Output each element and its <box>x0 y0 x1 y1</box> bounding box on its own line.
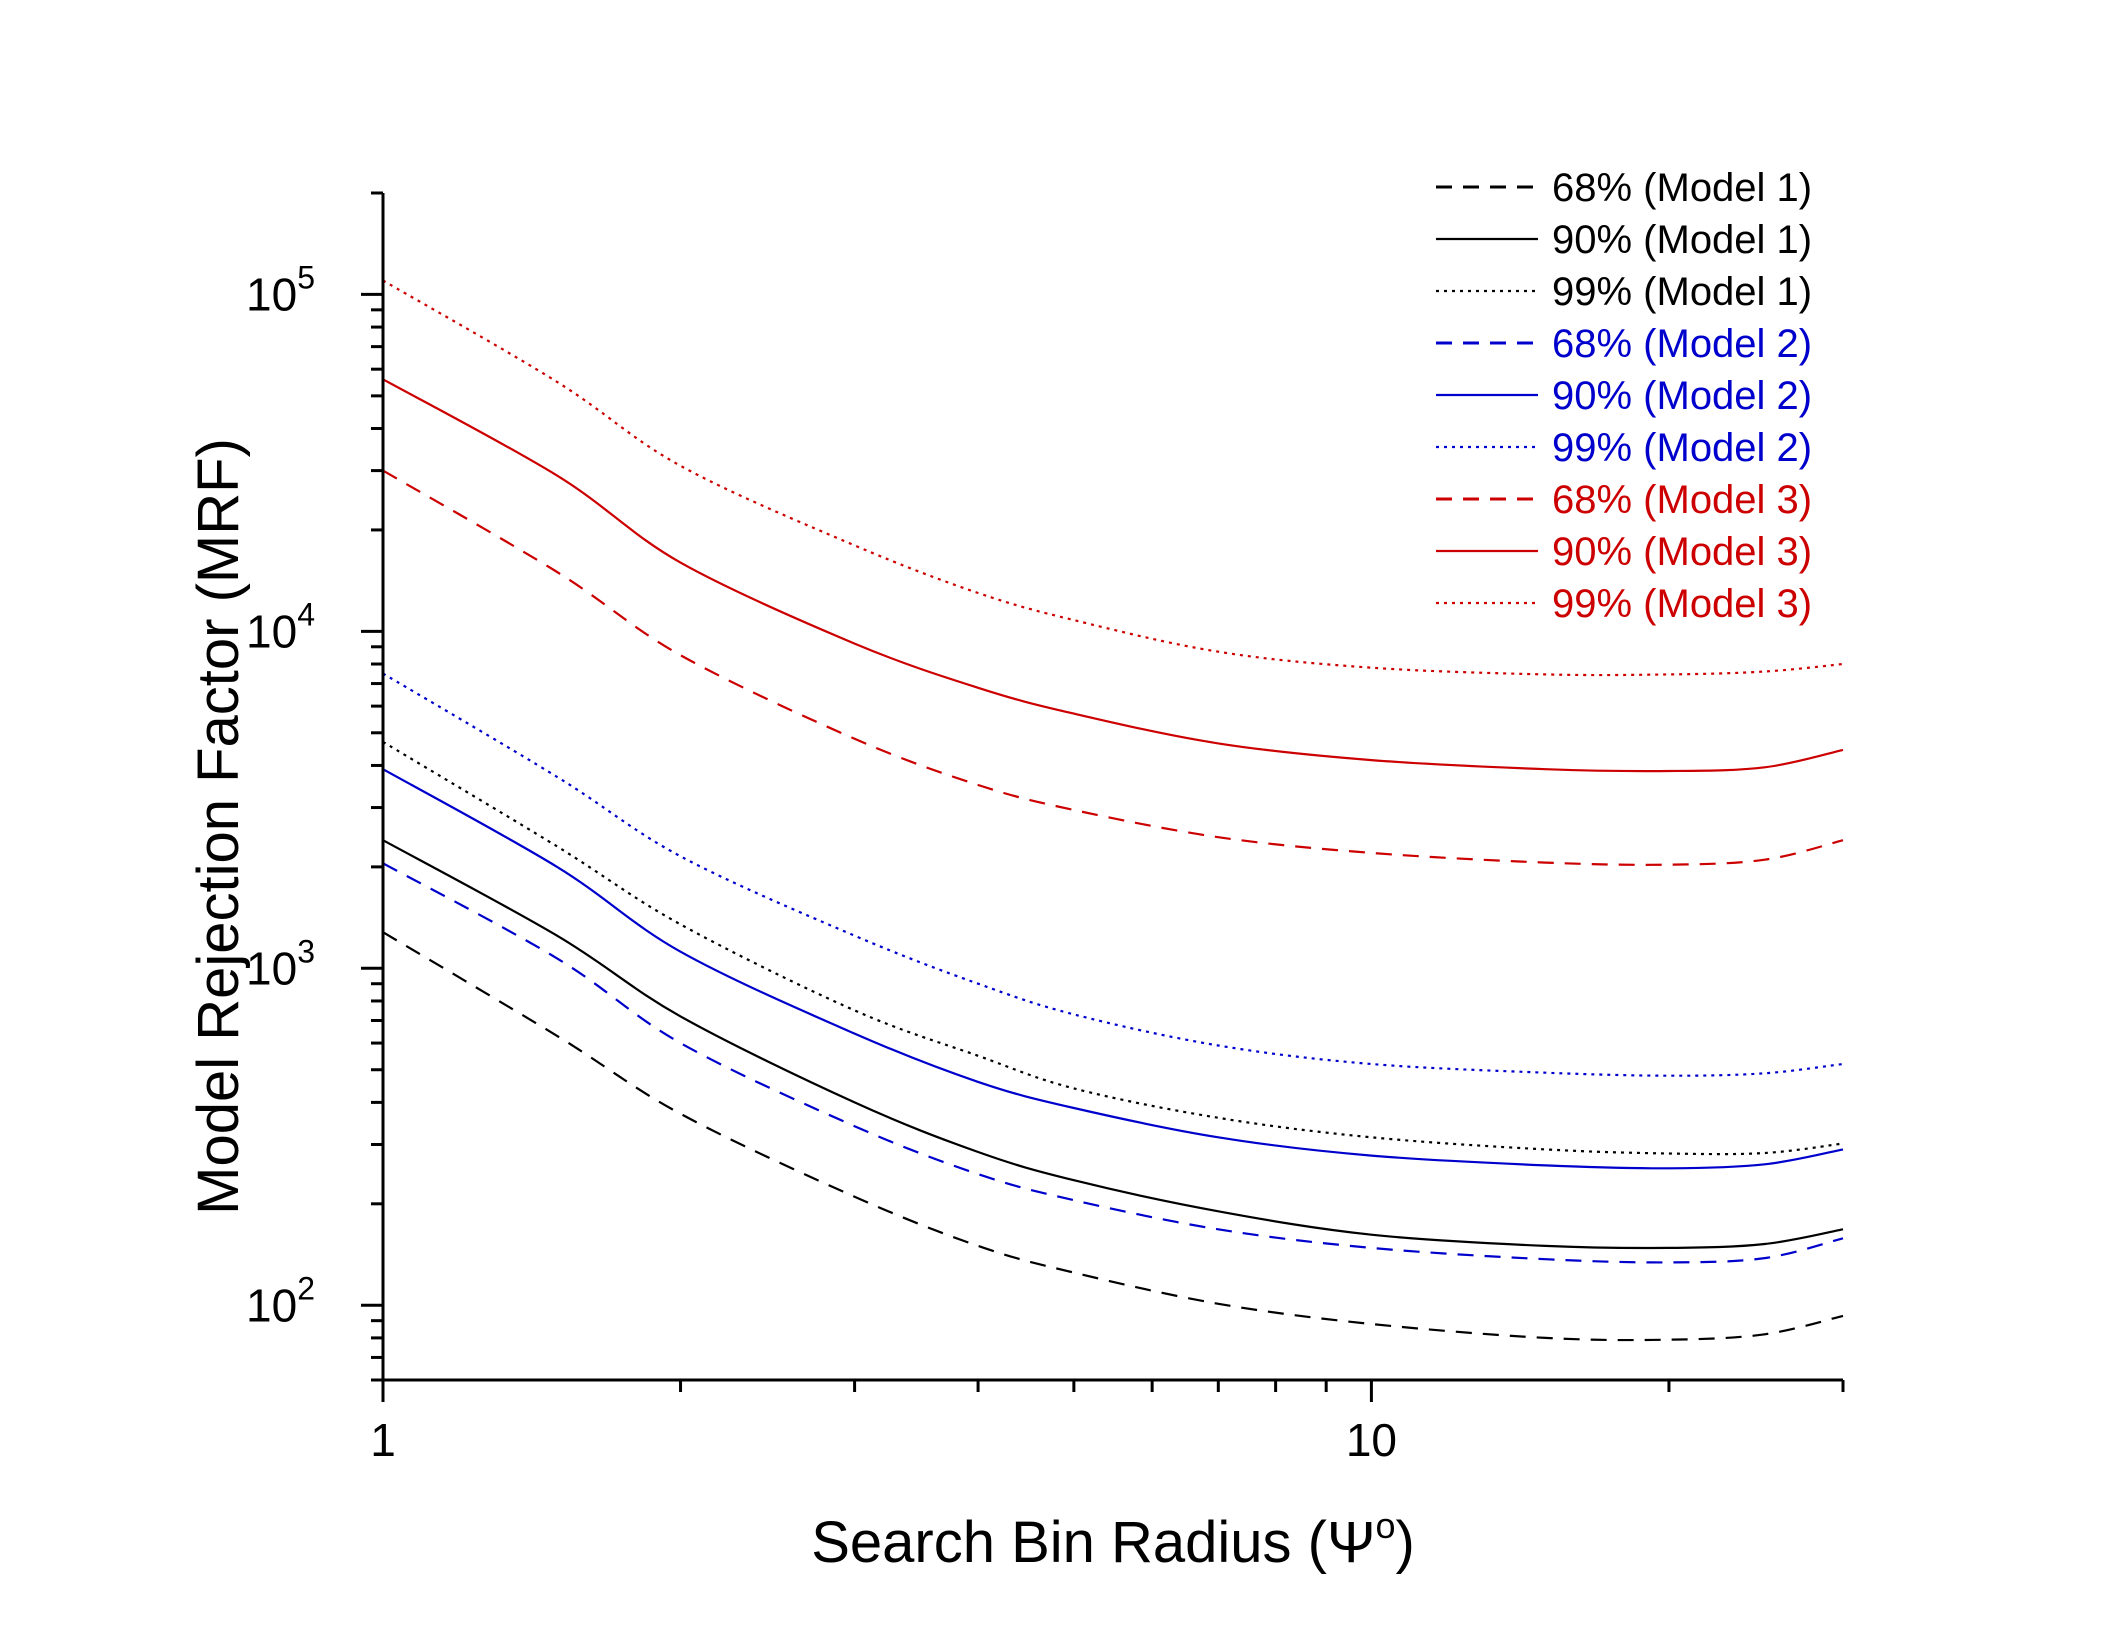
series-line-3 <box>382 740 1844 1156</box>
legend-label-7: 68% (Model 3) <box>1552 478 1812 522</box>
y-tick-label: 105 <box>246 259 315 320</box>
legend: 68% (Model 1) 90% (Model 1) 99% (Model 1) 6… <box>1436 166 1812 626</box>
y-axis-title: Model Rejection Factor (MRF) <box>186 438 251 1215</box>
y-tick-exponent: 2 <box>297 1270 315 1306</box>
series-line-1 <box>382 931 1844 1342</box>
legend-label-3: 99% (Model 1) <box>1552 270 1812 314</box>
y-tick-base: 10 <box>246 1279 297 1331</box>
x-axis-title-superscript: o <box>1375 1505 1395 1546</box>
series-line-9 <box>382 279 1844 677</box>
series-line-4 <box>382 862 1844 1264</box>
legend-label-4: 68% (Model 2) <box>1552 322 1812 366</box>
x-axis-title: Search Bin Radius (Ψo) <box>811 1505 1415 1575</box>
y-tick-label: 102 <box>246 1270 315 1331</box>
x-axis-title-main: Search Bin Radius (Ψ <box>811 1510 1375 1575</box>
x-tick-label: 10 <box>1346 1414 1397 1466</box>
series-line-2 <box>382 839 1844 1250</box>
legend-label-9: 99% (Model 3) <box>1552 582 1812 626</box>
y-tick-exponent: 4 <box>297 596 315 632</box>
legend-label-6: 99% (Model 2) <box>1552 426 1812 470</box>
legend-label-8: 90% (Model 3) <box>1552 530 1812 574</box>
y-tick-base: 10 <box>246 942 297 994</box>
y-tick-label: 104 <box>246 596 315 657</box>
series-line-5 <box>382 768 1844 1170</box>
y-tick-base: 10 <box>246 268 297 320</box>
legend-label-1: 68% (Model 1) <box>1552 166 1812 210</box>
legend-label-5: 90% (Model 2) <box>1552 374 1812 418</box>
series-line-8 <box>382 378 1844 773</box>
series-line-7 <box>382 469 1844 866</box>
series-layer <box>382 279 1844 1342</box>
y-tick-label: 103 <box>246 933 315 994</box>
y-tick-base: 10 <box>246 605 297 657</box>
y-tick-exponent: 3 <box>297 933 315 969</box>
x-axis-title-suffix: ) <box>1395 1510 1414 1575</box>
series-line-6 <box>382 672 1844 1077</box>
y-tick-exponent: 5 <box>297 259 315 295</box>
axes-layer <box>381 193 1843 1382</box>
x-tick-label: 1 <box>370 1414 396 1466</box>
legend-label-2: 90% (Model 1) <box>1552 218 1812 262</box>
